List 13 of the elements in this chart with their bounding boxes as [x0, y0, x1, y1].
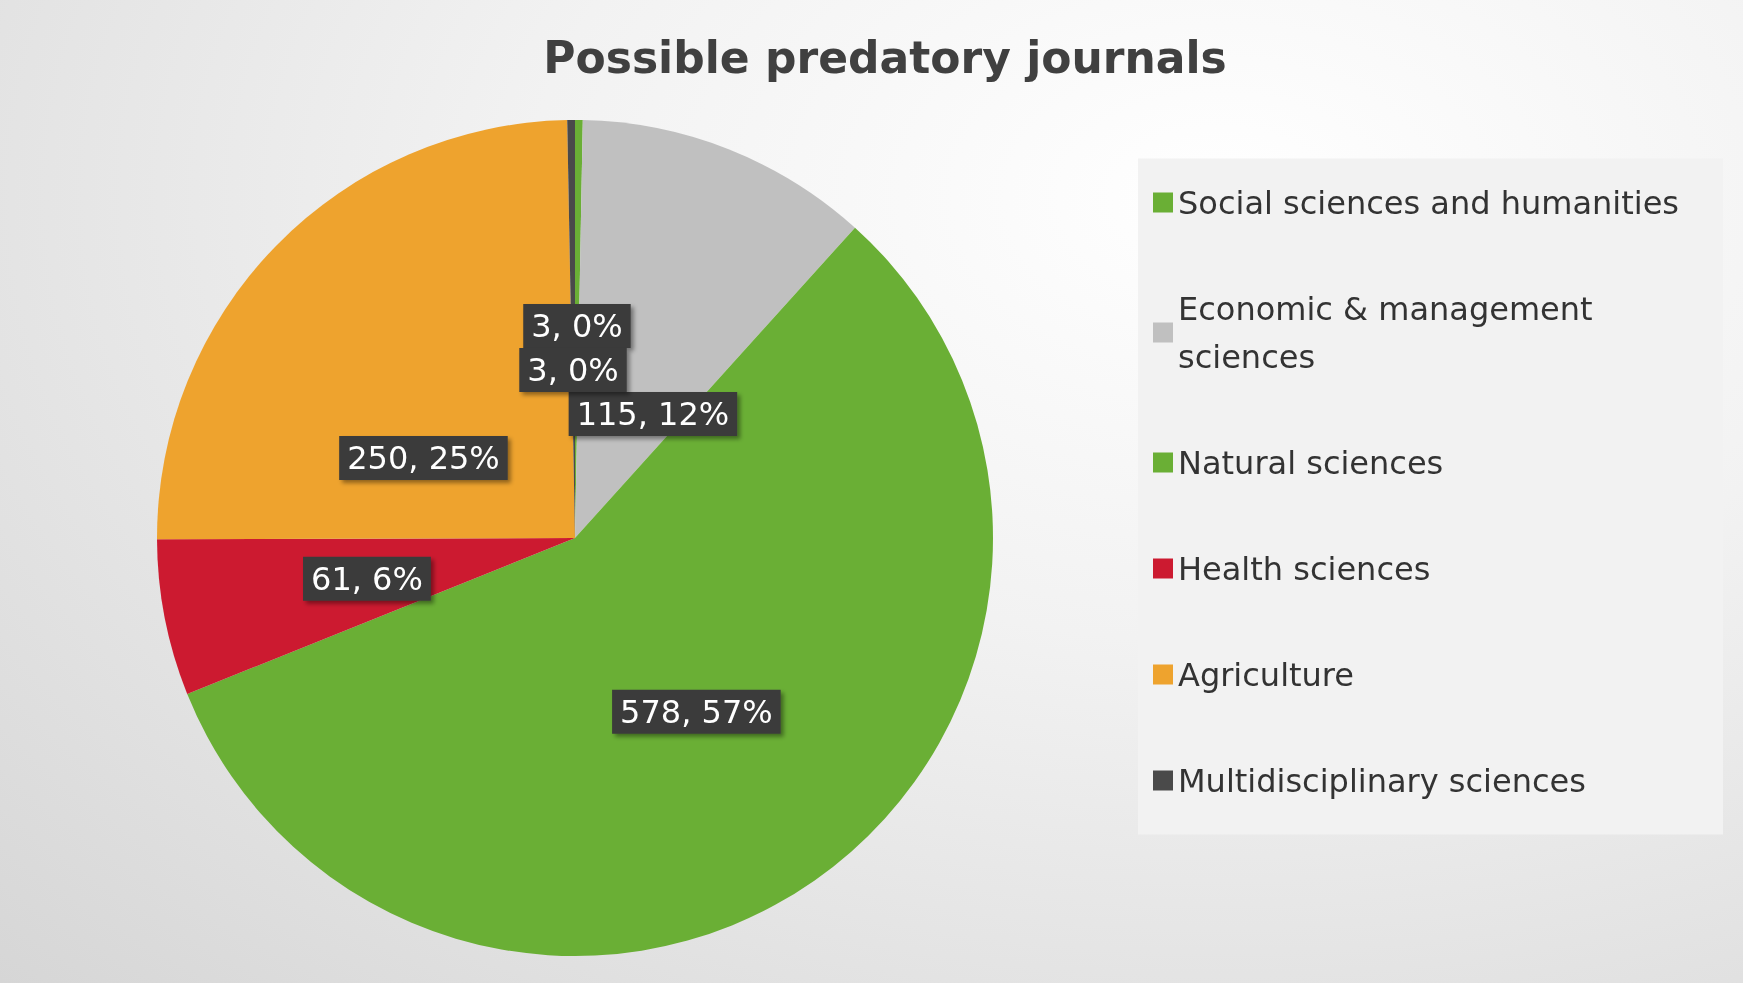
data-label: 3, 0%	[527, 351, 619, 390]
legend-label: Multidisciplinary sciences	[1178, 761, 1586, 800]
data-label: 61, 6%	[311, 559, 423, 598]
legend-label: Natural sciences	[1178, 443, 1444, 482]
legend-label: Economic & management sciences	[1178, 289, 1603, 376]
data-label: 250, 25%	[347, 439, 500, 478]
chart-title: Possible predatory journals	[543, 31, 1227, 83]
data-label: 115, 12%	[576, 395, 730, 434]
legend-label: Health sciences	[1178, 549, 1431, 588]
data-label: 578, 57%	[620, 692, 773, 731]
legend-label: Agriculture	[1178, 655, 1354, 694]
legend-label: Social sciences and humanities	[1178, 183, 1679, 222]
data-label: 3, 0%	[531, 307, 623, 346]
